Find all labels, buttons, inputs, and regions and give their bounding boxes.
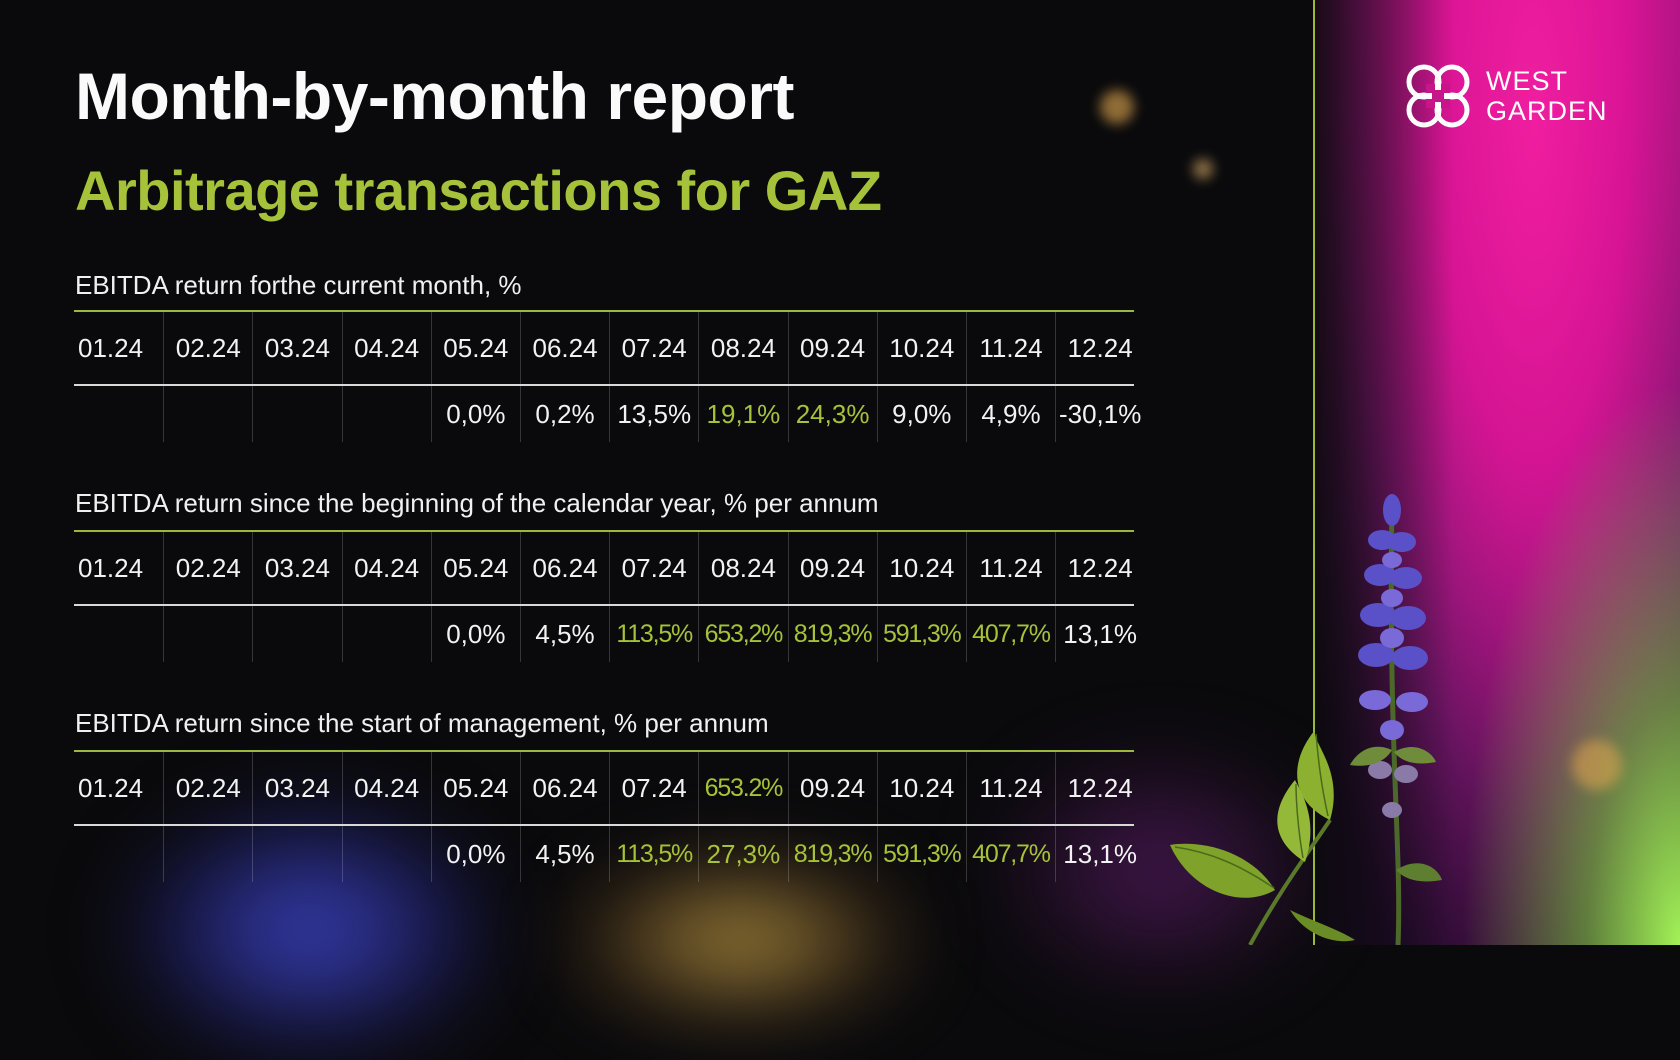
brand-logo: WEST GARDEN: [1402, 60, 1608, 132]
month-cell: 11.24: [965, 312, 1055, 384]
section-label-current-month: EBITDA return forthe current month, %: [75, 270, 522, 300]
value-cell: [74, 386, 163, 442]
value-cell: [252, 826, 341, 882]
value-cell: 113,5%: [609, 826, 698, 882]
month-cell: 04.24: [341, 752, 431, 824]
flower-logo-icon: [1406, 64, 1470, 128]
value-row: 0,0% 4,5% 113,5% 653,2% 819,3% 591,3% 40…: [74, 606, 1137, 662]
table-calendar-year: 01.24 02.24 03.24 04.24 05.24 06.24 07.2…: [74, 530, 1137, 662]
value-cell: 13,1%: [1055, 826, 1144, 882]
month-cell: 03.24: [252, 312, 341, 384]
month-cell: 10.24: [876, 312, 966, 384]
value-cell: [163, 386, 252, 442]
value-cell: 0,0%: [430, 826, 520, 882]
month-row: 01.24 02.24 03.24 04.24 05.24 06.24 07.2…: [74, 312, 1134, 384]
value-cell: 4,5%: [519, 826, 609, 882]
value-cell: [341, 386, 431, 442]
value-cell: [252, 386, 341, 442]
month-cell: 11.24: [965, 752, 1055, 824]
value-cell: [163, 606, 252, 662]
month-row: 01.24 02.24 03.24 04.24 05.24 06.24 07.2…: [74, 752, 1134, 824]
month-cell: 01.24: [78, 772, 144, 803]
value-cell: 0,2%: [519, 386, 609, 442]
table-current-month: 01.24 02.24 03.24 04.24 05.24 06.24 07.2…: [74, 310, 1141, 442]
value-cell: 653,2%: [698, 606, 787, 662]
month-cell: 09.24: [787, 312, 877, 384]
value-cell: 9,0%: [876, 386, 966, 442]
month-cell: 01.24: [78, 332, 144, 363]
month-cell: 12.24: [1055, 312, 1144, 384]
section-label-calendar-year: EBITDA return since the beginning of the…: [75, 488, 879, 518]
value-cell: 13,5%: [609, 386, 698, 442]
month-cell: 07.24: [609, 532, 698, 604]
month-cell: 01.24: [78, 552, 144, 583]
panel-divider: [1313, 0, 1315, 945]
value-cell: 113,5%: [609, 606, 698, 662]
value-cell: [163, 826, 252, 882]
month-cell: 09.24: [787, 532, 877, 604]
month-cell: 02.24: [163, 532, 252, 604]
plant-illustration-icon: [1170, 494, 1442, 945]
value-row: 0,0% 4,5% 113,5% 27,3% 819,3% 591,3% 407…: [74, 826, 1137, 882]
month-cell: 11.24: [965, 532, 1055, 604]
value-cell: [341, 606, 431, 662]
month-cell: 10.24: [876, 532, 966, 604]
value-cell: 24,3%: [787, 386, 877, 442]
section-label-start-of-management: EBITDA return since the start of managem…: [75, 708, 769, 738]
month-cell: 12.24: [1055, 532, 1144, 604]
month-cell: 03.24: [252, 752, 341, 824]
value-cell: -30,1%: [1055, 386, 1144, 442]
value-cell: 19,1%: [698, 386, 787, 442]
brand-line-1: WEST: [1486, 66, 1568, 96]
value-cell: 819,3%: [787, 826, 877, 882]
month-cell: 04.24: [341, 312, 431, 384]
value-cell: 13,1%: [1055, 606, 1144, 662]
month-cell: 05.24: [430, 752, 520, 824]
value-cell: 407,7%: [965, 826, 1055, 882]
value-cell: 819,3%: [787, 606, 877, 662]
month-cell: 07.24: [609, 752, 698, 824]
value-cell: 4,9%: [965, 386, 1055, 442]
value-cell: 0,0%: [430, 606, 520, 662]
month-cell: 06.24: [519, 312, 609, 384]
table-start-of-management: 01.24 02.24 03.24 04.24 05.24 06.24 07.2…: [74, 750, 1137, 882]
month-cell: 04.24: [341, 532, 431, 604]
month-cell: 653.2%: [698, 752, 787, 824]
month-cell: 08.24: [698, 312, 787, 384]
value-cell: [74, 606, 163, 662]
value-cell: 591,3%: [876, 606, 966, 662]
page-subtitle: Arbitrage transactions for GAZ: [75, 159, 882, 222]
month-cell: 02.24: [163, 312, 252, 384]
month-cell: 07.24: [609, 312, 698, 384]
value-cell: [74, 826, 163, 882]
value-cell: [341, 826, 431, 882]
value-cell: 4,5%: [519, 606, 609, 662]
month-cell: 02.24: [163, 752, 252, 824]
month-cell: 05.24: [430, 312, 520, 384]
brand-line-2: GARDEN: [1486, 96, 1608, 126]
month-cell: 06.24: [519, 752, 609, 824]
value-cell: [252, 606, 341, 662]
month-cell: 09.24: [787, 752, 877, 824]
value-cell: 591,3%: [876, 826, 966, 882]
month-cell: 03.24: [252, 532, 341, 604]
month-cell: 10.24: [876, 752, 966, 824]
month-cell: 08.24: [698, 532, 787, 604]
month-cell: 05.24: [430, 532, 520, 604]
month-cell: 06.24: [519, 532, 609, 604]
value-cell: 27,3%: [698, 826, 787, 882]
month-cell: 12.24: [1055, 752, 1144, 824]
value-row: 0,0% 0,2% 13,5% 19,1% 24,3% 9,0% 4,9% -3…: [74, 386, 1141, 442]
page-title: Month-by-month report: [75, 59, 795, 133]
value-cell: 0,0%: [430, 386, 520, 442]
month-row: 01.24 02.24 03.24 04.24 05.24 06.24 07.2…: [74, 532, 1134, 604]
value-cell: 407,7%: [965, 606, 1055, 662]
